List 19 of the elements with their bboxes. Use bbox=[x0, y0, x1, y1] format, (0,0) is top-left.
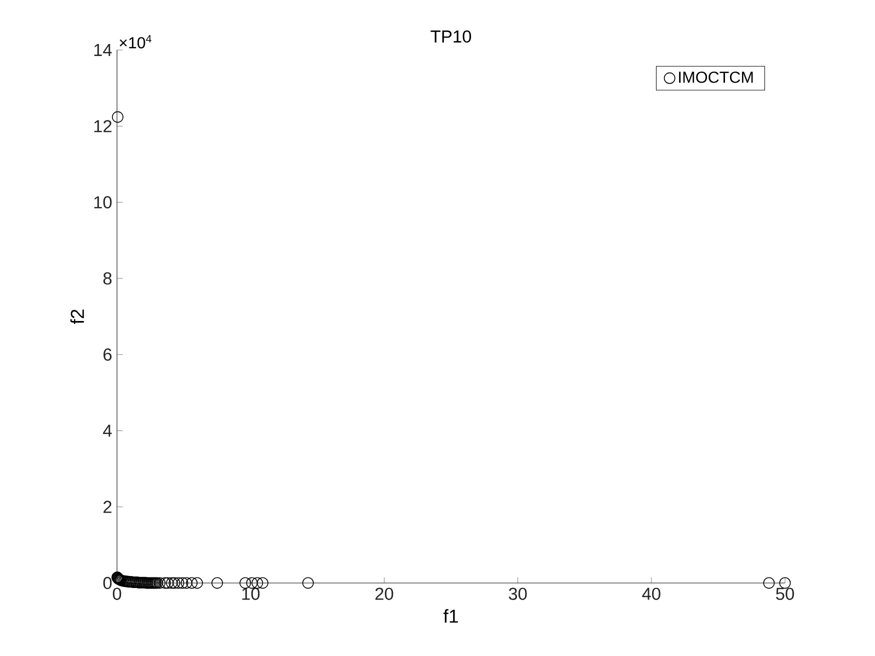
y-tick-label: 0 bbox=[103, 576, 112, 590]
legend-label: IMOCTCM bbox=[679, 72, 753, 83]
x-tick-label: 50 bbox=[776, 588, 794, 600]
x-tick-label: 40 bbox=[642, 588, 660, 600]
y-tick-label: 4 bbox=[103, 424, 112, 437]
y-tick-label: 12 bbox=[94, 120, 112, 132]
chart-title: TP10 bbox=[430, 30, 472, 43]
y-tick-label: 2 bbox=[104, 500, 112, 513]
y-tick-label: 8 bbox=[103, 272, 112, 285]
y-axis-title: f2 bbox=[70, 310, 84, 324]
x-tick-label: 20 bbox=[375, 588, 394, 600]
y-tick-label: 10 bbox=[94, 196, 112, 208]
text: ×10$^{4}$ bbox=[120, 35, 152, 48]
x-tick-label: 10 bbox=[242, 588, 260, 600]
x-tick-label: 30 bbox=[508, 588, 527, 600]
y-tick-label: 14 bbox=[94, 44, 112, 56]
x-tick-label: 0 bbox=[112, 588, 122, 600]
y-tick-label: 6 bbox=[104, 348, 112, 361]
x-axis-title: f1 bbox=[443, 609, 458, 623]
